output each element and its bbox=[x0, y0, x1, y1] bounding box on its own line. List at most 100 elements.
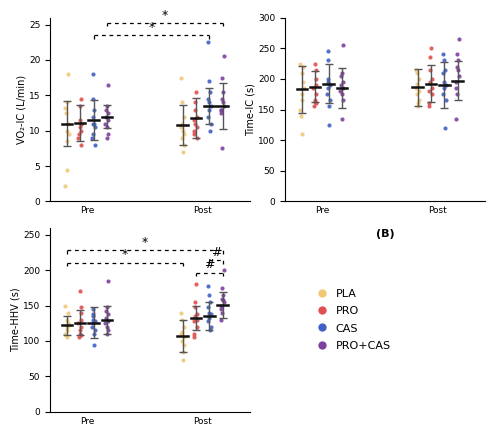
Point bbox=[88, 134, 96, 141]
Point bbox=[218, 106, 226, 113]
Point bbox=[178, 74, 186, 81]
Point bbox=[104, 327, 112, 334]
Point bbox=[310, 85, 318, 92]
Point bbox=[218, 95, 226, 102]
Point bbox=[190, 120, 198, 127]
Point bbox=[178, 134, 186, 141]
Point bbox=[76, 120, 84, 127]
Point bbox=[104, 318, 112, 325]
Point bbox=[180, 131, 188, 138]
Point bbox=[102, 315, 110, 322]
Point bbox=[102, 323, 110, 330]
Point bbox=[104, 131, 112, 138]
Point bbox=[442, 124, 450, 131]
Point bbox=[412, 69, 420, 76]
Point bbox=[204, 95, 212, 102]
Point bbox=[296, 106, 304, 113]
Point bbox=[192, 88, 200, 95]
Point bbox=[205, 106, 213, 113]
Point bbox=[178, 120, 186, 127]
Point bbox=[339, 42, 347, 49]
Point bbox=[426, 45, 434, 52]
Point bbox=[414, 88, 422, 95]
Point bbox=[300, 85, 308, 92]
Point bbox=[205, 78, 213, 85]
Text: *: * bbox=[148, 21, 154, 34]
Point bbox=[426, 54, 434, 61]
Point bbox=[426, 100, 434, 107]
Point bbox=[312, 91, 320, 98]
Point bbox=[208, 323, 216, 330]
Point bbox=[190, 131, 198, 138]
Point bbox=[338, 91, 345, 98]
Point bbox=[337, 72, 345, 79]
Point bbox=[218, 145, 226, 152]
Point bbox=[206, 327, 214, 334]
Point bbox=[179, 127, 187, 134]
Text: (A): (A) bbox=[140, 229, 160, 239]
Point bbox=[180, 141, 188, 148]
Point bbox=[340, 85, 347, 92]
Point bbox=[190, 318, 198, 325]
Point bbox=[64, 320, 72, 327]
Point bbox=[76, 327, 84, 334]
Point bbox=[204, 318, 212, 325]
Point bbox=[326, 103, 334, 110]
Point bbox=[217, 302, 225, 309]
Point bbox=[428, 75, 436, 82]
Point bbox=[194, 316, 202, 323]
Point bbox=[62, 105, 70, 112]
Point bbox=[205, 314, 213, 321]
Point bbox=[206, 127, 214, 134]
Point bbox=[90, 95, 98, 102]
Point bbox=[88, 320, 96, 327]
Point bbox=[102, 308, 110, 315]
Point bbox=[452, 115, 460, 122]
Point bbox=[178, 329, 186, 336]
Point bbox=[440, 57, 448, 64]
Point bbox=[217, 306, 225, 313]
Text: #: # bbox=[204, 258, 214, 272]
Point bbox=[428, 91, 436, 98]
Point bbox=[298, 78, 306, 85]
Point bbox=[178, 309, 186, 316]
Point bbox=[425, 88, 433, 95]
Point bbox=[413, 80, 421, 87]
Text: #: # bbox=[211, 246, 222, 259]
Point bbox=[414, 91, 422, 98]
Point bbox=[412, 66, 420, 73]
Point bbox=[76, 102, 84, 110]
Point bbox=[340, 97, 347, 104]
Point bbox=[88, 131, 96, 138]
Point bbox=[92, 141, 100, 148]
Point bbox=[218, 291, 226, 298]
Point bbox=[204, 304, 212, 311]
Point bbox=[206, 299, 214, 306]
Point bbox=[296, 60, 304, 67]
Point bbox=[104, 277, 112, 284]
Point bbox=[312, 66, 320, 73]
Point bbox=[74, 134, 82, 141]
Point bbox=[102, 134, 110, 141]
Point bbox=[104, 81, 112, 88]
Point bbox=[299, 63, 307, 70]
Point bbox=[326, 97, 334, 104]
Point bbox=[89, 306, 97, 313]
Point bbox=[206, 88, 214, 95]
Point bbox=[76, 330, 84, 337]
Point bbox=[218, 316, 226, 323]
Point bbox=[62, 99, 70, 106]
Point bbox=[204, 39, 212, 46]
Point bbox=[324, 57, 332, 64]
Point bbox=[440, 85, 448, 92]
Point bbox=[298, 97, 306, 104]
Point bbox=[207, 102, 215, 110]
Point bbox=[220, 102, 228, 110]
Point bbox=[75, 131, 83, 138]
Point bbox=[218, 284, 226, 291]
Point bbox=[62, 332, 70, 339]
Y-axis label: Time-HHV (s): Time-HHV (s) bbox=[10, 287, 20, 352]
Point bbox=[338, 69, 346, 76]
Point bbox=[102, 330, 110, 337]
Point bbox=[206, 99, 214, 106]
